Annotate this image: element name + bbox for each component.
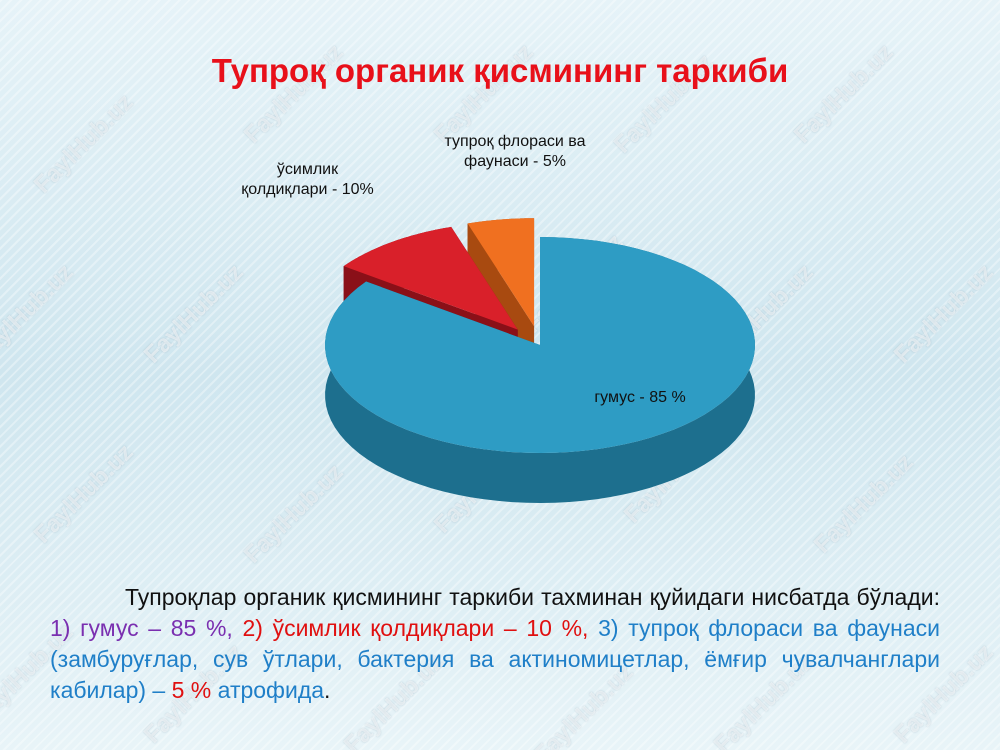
data-label: ўсимлик қолдиқлари - 10% bbox=[241, 161, 374, 198]
chart-title: Тупроқ органик қисмининг таркиби bbox=[211, 52, 789, 89]
text-segment: 2) ўсимлик қолдиқлари – 10 %, bbox=[232, 615, 589, 641]
text-segment: . bbox=[324, 677, 331, 703]
paragraph: Тупроқлар органик қисмининг таркиби тахм… bbox=[50, 582, 940, 706]
slice bbox=[467, 218, 535, 327]
text-segment: 5 % bbox=[171, 677, 212, 703]
data-label: тупроқ флораси ва фаунаси - 5% bbox=[444, 133, 586, 170]
data-label: гумус - 85 % bbox=[594, 389, 686, 406]
slice bbox=[325, 237, 755, 453]
text-segment: Тупроқлар органик қисмининг таркиби тахм… bbox=[125, 584, 940, 610]
text-segment: атрофида bbox=[211, 677, 325, 703]
slice bbox=[343, 226, 518, 330]
text-segment: 1) гумус – 85 %, bbox=[50, 615, 233, 641]
text-segment: 3) тупроқ флораси ва фаунаси (замбуруғла… bbox=[50, 615, 941, 703]
